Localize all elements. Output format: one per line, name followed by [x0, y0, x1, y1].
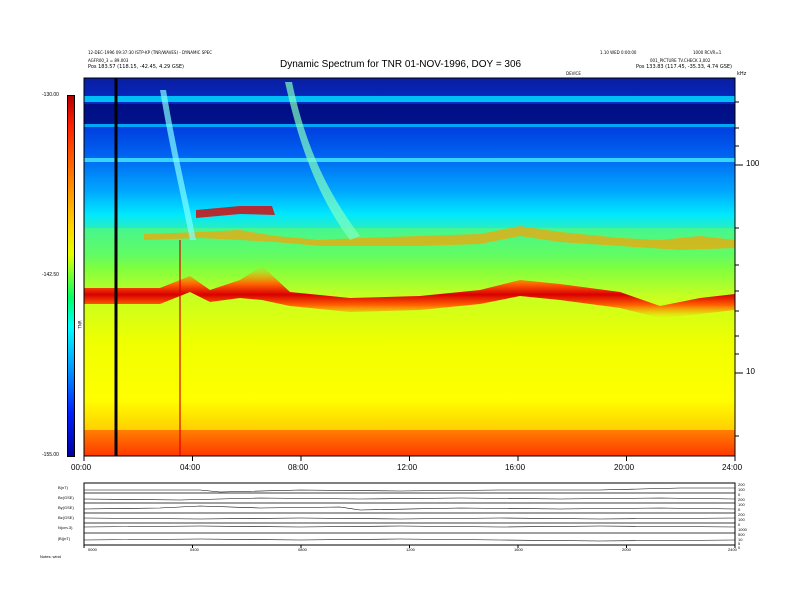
lower-rtick-5: 0: [738, 507, 741, 512]
xtick-0: 00:00: [71, 463, 92, 472]
trace-bmag: [83, 538, 736, 542]
header-left-line2: AGFR00_3 = 89.003: [88, 58, 129, 63]
lower-panels-frame: [83, 482, 736, 546]
dark-band: [84, 104, 735, 124]
trace-bx: [83, 497, 736, 501]
footer-note: Notes: wind: [40, 554, 61, 559]
cyan-stripe-3: [84, 158, 735, 162]
ytick-100: 100: [746, 159, 760, 168]
header-left-line3: Pos 183.57 (118.15, -42.45, 4.29 GSE): [88, 64, 184, 70]
lower-rtick-12: 5: [738, 541, 741, 546]
right-y-axis: [735, 101, 743, 437]
lower-rtick-1: 100: [738, 487, 745, 492]
colorbar-mid-label: -142.50: [42, 272, 59, 278]
xtick-3: 12:00: [397, 463, 418, 472]
spectrum-background: [84, 78, 735, 456]
panel-label-bz: Bz(GSE): [58, 515, 74, 520]
trace-by: [83, 505, 736, 511]
xtick-2: 08:00: [288, 463, 309, 472]
chart-title: Dynamic Spectrum for TNR 01-NOV-1996, DO…: [280, 59, 522, 70]
panel-label-n: N(cm-3): [58, 525, 73, 530]
lower-rtick-8: 0: [738, 522, 741, 527]
header-center-small: DEVICE: [566, 71, 581, 76]
lower-xtick-3: 1200: [406, 547, 415, 552]
header-right-line4: Pos 133.83 (117.45, -35.33, 4.74 GSE): [636, 64, 732, 70]
cyan-stripe-1: [84, 96, 735, 102]
lower-rtick-10: 500: [738, 532, 745, 537]
lower-rtick-13: 0: [738, 545, 741, 550]
trace-b: [84, 487, 735, 493]
red-patch: [196, 206, 275, 218]
header-right-line2: 1000 RCVR=1: [693, 50, 722, 55]
bottom-red-strip: [84, 430, 735, 456]
xtick-1: 04:00: [180, 463, 201, 472]
trace-bz: [83, 517, 736, 520]
panel-label-bmag: |B|(nT): [58, 536, 71, 541]
lower-rtick-4: 100: [738, 502, 745, 507]
lower-xtick-6: 2400: [728, 547, 737, 552]
lower-xtick-1: 0400: [190, 547, 199, 552]
header-left-line1: 12-DEC-1996 09:37:30 ISTP-KP (TNR/WAVES)…: [88, 50, 212, 55]
header-right-line1: 1.10 WED 0:00:00: [600, 50, 637, 55]
khz-unit-label: kHz: [737, 71, 747, 77]
plot-area: [83, 77, 736, 457]
lower-rtick-0: 200: [738, 482, 745, 487]
lower-rtick-3: 200: [738, 497, 745, 502]
type3-burst-2: [285, 82, 360, 240]
main-x-axis: [83, 456, 736, 461]
type3-burst-1: [160, 90, 196, 240]
lower-rtick-6: 200: [738, 512, 745, 517]
xtick-4: 16:00: [505, 463, 526, 472]
orange-upper-band: [144, 226, 735, 250]
lower-x-axis: [83, 545, 736, 548]
lower-rtick-9: 1000: [738, 527, 747, 532]
lower-rtick-11: 10: [738, 537, 743, 542]
panel-label-bx: Bx(GSE): [58, 495, 74, 500]
colorbar-top-label: -130.00: [42, 92, 59, 98]
lower-xtick-2: 0800: [298, 547, 307, 552]
colorbar-bottom-label: -155.00: [42, 452, 59, 458]
panel-label-b: B(nT): [58, 485, 68, 490]
lower-xtick-4: 1600: [514, 547, 523, 552]
ytick-10: 10: [746, 367, 755, 376]
header-right-line3: 001_PICTURE TV.CHECK 3,002: [650, 58, 711, 63]
xtick-6: 24:00: [722, 463, 743, 472]
cyan-stripe-2: [84, 124, 735, 127]
lower-rtick-2: 0: [738, 492, 741, 497]
lower-xtick-0: 0000: [88, 547, 97, 552]
xtick-5: 20:00: [614, 463, 635, 472]
panel-label-by: By(GSE): [58, 505, 74, 510]
colorbar: [67, 95, 75, 457]
lower-xtick-5: 2000: [622, 547, 631, 552]
trace-n: [83, 525, 736, 528]
lower-panels: [83, 482, 736, 546]
red-emission-band: [84, 266, 735, 318]
lower-rtick-7: 100: [738, 517, 745, 522]
